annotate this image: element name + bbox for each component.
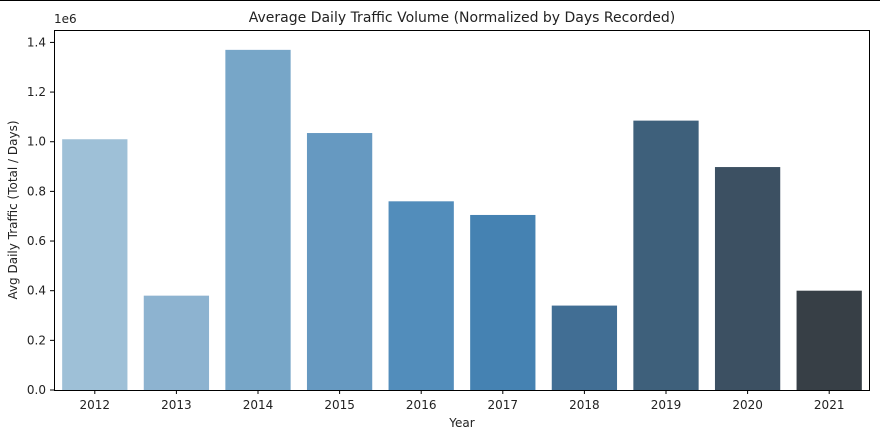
bar-2019 [633,120,699,390]
bar-2017 [470,214,536,390]
x-tick-label: 2013 [161,398,192,412]
y-tick-label: 0.6 [27,234,46,248]
plot-frame [54,30,870,391]
x-tick-label: 2016 [406,398,437,412]
x-tick-label: 2021 [814,398,845,412]
y-tick-label: 0.8 [27,184,46,198]
y-tick-label: 1.2 [27,85,46,99]
x-tick-label: 2019 [651,398,682,412]
x-tick-label: 2017 [488,398,519,412]
y-tick-label: 0.0 [27,383,46,397]
bars-group [62,49,862,391]
bar-2013 [143,295,210,390]
x-tick-label: 2018 [569,398,600,412]
x-axis-label: Year [448,416,474,430]
chart-title: Average Daily Traffic Volume (Normalized… [249,10,676,26]
x-tick-label: 2020 [732,398,763,412]
x-axis-ticks: 2012 2013 2014 2015 2016 2017 2018 2019 2020 2021 [80,390,845,412]
bar-2021 [796,290,862,390]
y-tick-label: 0.4 [27,284,46,298]
bar-2015 [306,133,373,390]
y-axis-ticks: 0.0 0.2 0.4 0.6 0.8 1.0 1.2 1.4 [27,35,54,397]
bar-2012 [62,139,128,390]
top-border [0,0,880,1]
y-axis-multiplier: 1e6 [54,12,77,26]
x-tick-label: 2014 [243,398,274,412]
y-axis-label: Avg Daily Traffic (Total / Days) [6,120,20,299]
bar-2020 [714,167,781,390]
y-tick-label: 1.4 [27,35,46,49]
bar-2016 [388,201,454,390]
bar-2018 [551,305,618,390]
x-tick-label: 2015 [324,398,355,412]
bar-2014 [225,49,291,391]
y-tick-label: 0.2 [27,333,46,347]
y-tick-label: 1.0 [27,135,46,149]
x-tick-label: 2012 [80,398,111,412]
